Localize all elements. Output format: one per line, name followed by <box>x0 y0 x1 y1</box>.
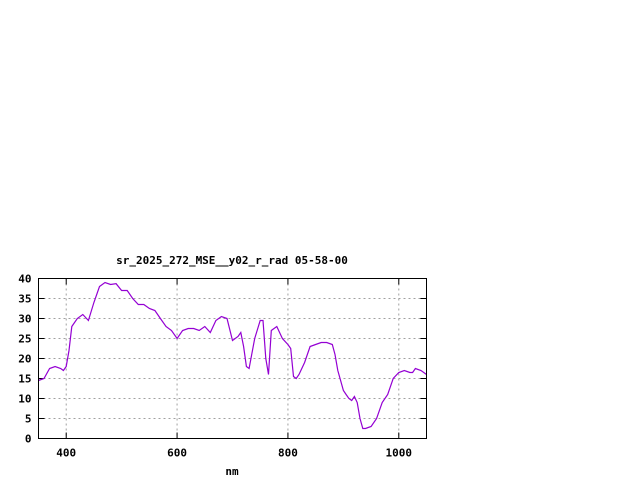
y-tick-label: 40 <box>18 273 31 286</box>
y-tick-label: 5 <box>25 413 32 426</box>
y-tick-label: 20 <box>18 353 31 366</box>
axis-ticks: 0 5 10 15 20 25 30 35 40 400 600 800 1000 <box>18 273 427 460</box>
y-tick-label: 35 <box>18 293 31 306</box>
x-tick-label: 1000 <box>386 447 413 460</box>
y-tick-label: 25 <box>18 333 31 346</box>
y-tick-label: 0 <box>25 433 32 446</box>
y-tick-label: 30 <box>18 313 31 326</box>
plot-frame <box>38 278 427 439</box>
x-tick-label: 800 <box>278 447 298 460</box>
y-tick-label: 10 <box>18 393 31 406</box>
series-line <box>38 281 427 430</box>
grid <box>38 278 427 439</box>
x-tick-label: 600 <box>167 447 187 460</box>
y-tick-label: 15 <box>18 373 31 386</box>
chart-title: sr_2025_272_MSE__y02_r_rad 05-58-00 <box>116 254 348 267</box>
x-tick-label: 400 <box>56 447 76 460</box>
x-axis-label: nm <box>225 465 239 478</box>
